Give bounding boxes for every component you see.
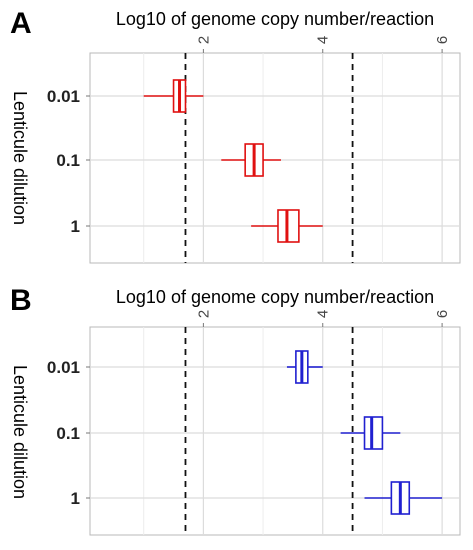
plot-area (89, 52, 461, 264)
y-tick-label: 1 (71, 217, 80, 236)
y-axis-title: Lenticule dilution (10, 91, 30, 225)
y-axis-title: Lenticule dilution (10, 365, 30, 499)
x-tick-label: 2 (195, 310, 212, 318)
x-tick-label: 6 (434, 36, 451, 44)
x-tick-label: 2 (195, 36, 212, 44)
box-0.1 (221, 143, 281, 177)
panel-label: A (10, 7, 32, 40)
box-0.01 (286, 350, 323, 384)
chart-panel-b: 2 4 6 0.01 0.1 1 B Log10 of genome copy number/… (10, 284, 461, 536)
panel-label: B (10, 284, 32, 317)
y-tick-label: 0.1 (56, 151, 80, 170)
y-tick-label: 0.1 (56, 424, 80, 443)
x-tick-label: 4 (315, 36, 332, 44)
box-1 (251, 209, 323, 243)
x-tick-label: 4 (315, 310, 332, 318)
y-tick-label: 0.01 (47, 87, 80, 106)
x-tick-label: 6 (434, 310, 451, 318)
box-1 (364, 481, 443, 515)
x-axis-title: Log10 of genome copy number/reaction (116, 9, 434, 29)
y-tick-label: 0.01 (47, 358, 80, 377)
x-axis-title: Log10 of genome copy number/reaction (116, 287, 434, 307)
box-0.1 (340, 416, 401, 450)
box-iqr (363, 416, 384, 450)
chart-panel-a: 2 4 6 0.01 0.1 1 A Log10 of genome copy number/… (10, 7, 461, 264)
box-0.01 (143, 79, 204, 113)
y-tick-label: 1 (71, 489, 80, 508)
